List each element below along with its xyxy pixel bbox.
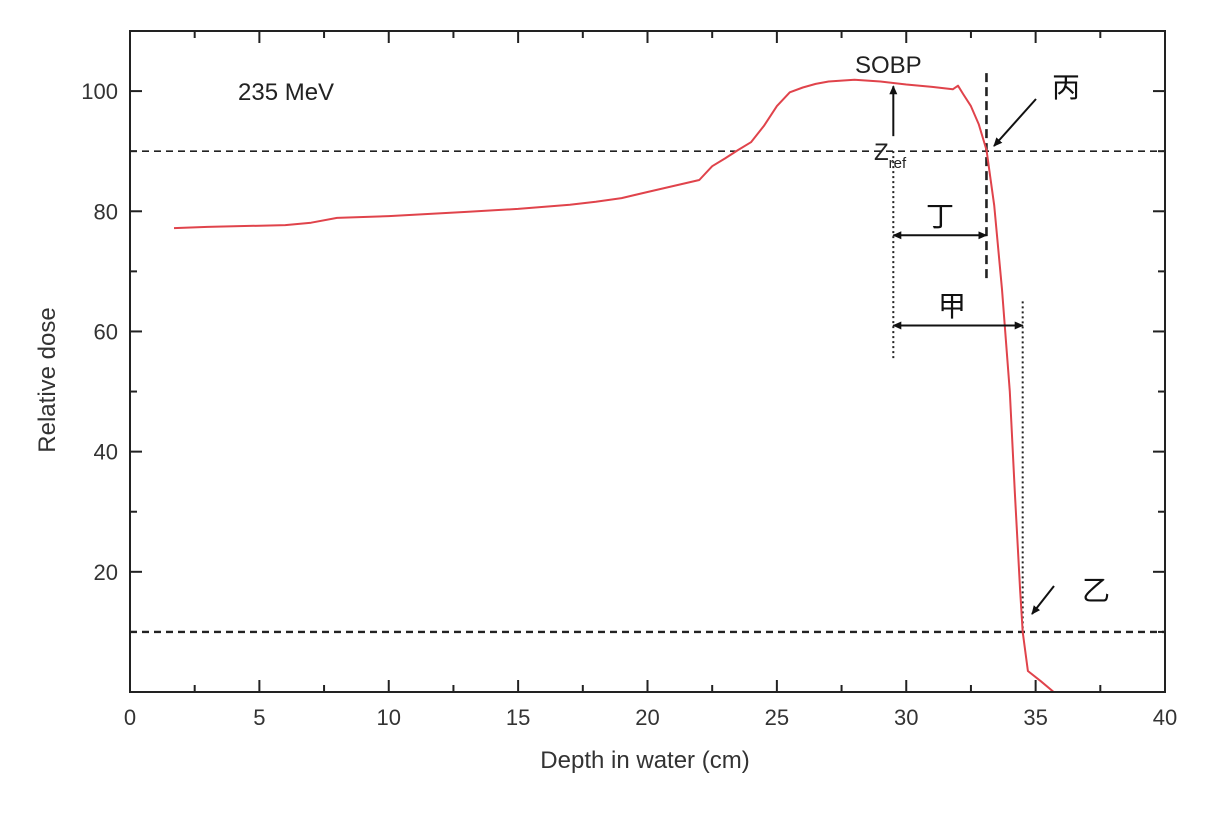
- sobp-label: SOBP: [855, 52, 922, 79]
- x-tick-label: 0: [124, 705, 136, 730]
- plot-frame: [129, 30, 1166, 693]
- y-tick-label: 100: [81, 79, 118, 104]
- x-tick-label: 35: [1023, 705, 1047, 730]
- label-yi: 乙: [1082, 574, 1110, 607]
- pointer-arrow-bing: [993, 98, 1037, 147]
- energy-label: 235 MeV: [238, 79, 334, 106]
- zref-main: Z: [874, 139, 889, 166]
- y-tick-label: 80: [94, 199, 118, 224]
- x-tick-label: 15: [506, 705, 530, 730]
- x-tick-label: 5: [253, 705, 265, 730]
- label-jia: 甲: [938, 290, 966, 323]
- series-layer: [173, 78, 1055, 693]
- tick-labels: 0 5 10 15 20 25 30 35 40 20 40 60 80 100: [81, 79, 1177, 730]
- label-ding: 丁: [926, 200, 954, 233]
- x-tick-label: 20: [635, 705, 659, 730]
- y-tick-label: 40: [94, 440, 118, 465]
- x-tick-label: 30: [894, 705, 918, 730]
- axis-ticks: [129, 30, 1166, 692]
- zref-subscript: ref: [889, 155, 907, 172]
- x-axis-title: Depth in water (cm): [540, 747, 749, 774]
- x-tick-label: 10: [377, 705, 401, 730]
- y-tick-label: 20: [94, 560, 118, 585]
- annotation-arrows: [892, 231, 1024, 330]
- y-axis-title: Relative dose: [34, 307, 61, 452]
- reference-lines: [130, 150, 1165, 634]
- pointer-arrow-yi: [1031, 585, 1055, 615]
- label-bing: 丙: [1052, 71, 1080, 104]
- x-tick-label: 25: [765, 705, 789, 730]
- series-line-0: [173, 78, 1055, 693]
- x-tick-label: 40: [1153, 705, 1177, 730]
- zref-label: Zref: [874, 139, 907, 172]
- y-tick-label: 60: [94, 319, 118, 344]
- vertical-markers: [889, 73, 1024, 632]
